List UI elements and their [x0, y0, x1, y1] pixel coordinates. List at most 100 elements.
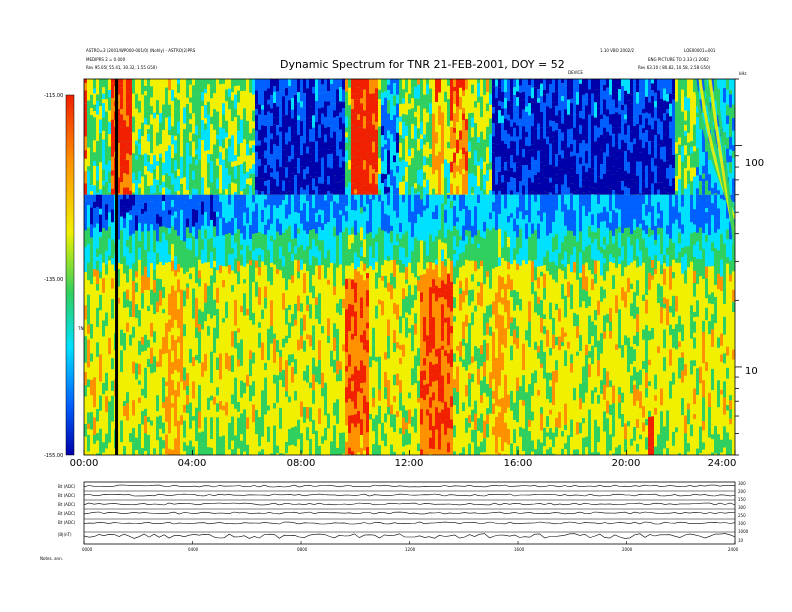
- spectrum-cell: [240, 397, 244, 414]
- spectrum-cell: [285, 132, 289, 145]
- spectrum-cell: [402, 103, 406, 115]
- spectrum-cell: [474, 290, 478, 298]
- spectrum-cell: [408, 134, 412, 150]
- spectrum-cell: [102, 99, 106, 104]
- spectrum-cell: [237, 248, 241, 262]
- spectrum-cell: [126, 103, 130, 116]
- spectrum-cell: [423, 123, 427, 135]
- spectrum-cell: [405, 422, 409, 430]
- spectrum-cell: [171, 374, 175, 381]
- spectrum-cell: [189, 150, 193, 156]
- spectrum-cell: [141, 448, 145, 455]
- spectrum-cell: [144, 194, 148, 203]
- spectrum-cell: [264, 362, 268, 371]
- spectrum-cell: [216, 211, 220, 217]
- spectrum-cell: [354, 210, 358, 221]
- spectrum-cell: [390, 125, 394, 135]
- spectrum-cell: [267, 213, 271, 220]
- spectrum-cell: [414, 183, 418, 189]
- spectrum-cell: [189, 378, 193, 393]
- spectrum-cell: [324, 134, 328, 143]
- spectrum-cell: [237, 304, 241, 319]
- spectrum-cell: [366, 391, 370, 398]
- spectrum-cell: [483, 392, 487, 405]
- spectrum-cell: [153, 314, 157, 326]
- spectrum-cell: [444, 434, 448, 449]
- spectrum-cell: [267, 141, 271, 149]
- spectrum-cell: [189, 102, 193, 114]
- spectrum-cell: [375, 246, 379, 258]
- spectrum-cell: [420, 126, 424, 135]
- spectrum-cell: [261, 222, 265, 234]
- spectrum-cell: [171, 436, 175, 450]
- spectrum-cell: [483, 313, 487, 319]
- spectrum-cell: [150, 114, 154, 125]
- spectrum-cell: [201, 289, 205, 295]
- spectrum-cell: [345, 227, 349, 237]
- spectrum-cell: [411, 416, 415, 427]
- spectrum-cell: [288, 176, 292, 182]
- spectrum-cell: [183, 390, 187, 405]
- spectrum-cell: [210, 133, 214, 141]
- spectrum-cell: [159, 305, 163, 317]
- spectrum-cell: [288, 141, 292, 157]
- spectrum-cell: [141, 176, 145, 192]
- spectrum-cell: [444, 356, 448, 369]
- spectrum-cell: [174, 191, 178, 195]
- spectrum-cell: [210, 230, 214, 239]
- spectrum-cell: [444, 266, 448, 285]
- spectrum-cell: [147, 84, 151, 97]
- spectrum-cell: [222, 94, 226, 104]
- spectrum-cell: [351, 183, 355, 192]
- spectrum-cell: [240, 217, 244, 234]
- spectrum-cell: [102, 93, 106, 100]
- spectrum-cell: [399, 449, 403, 455]
- spectrum-cell: [477, 243, 481, 249]
- spectrum-cell: [225, 89, 229, 102]
- spectrum-cell: [195, 93, 199, 109]
- spectrum-cell: [234, 258, 238, 274]
- spectrum-cell: [177, 164, 181, 170]
- spectrum-cell: [438, 151, 442, 167]
- spectrum-cell: [465, 396, 469, 409]
- spectrum-cell: [462, 367, 466, 385]
- spectrum-cell: [348, 313, 352, 320]
- spectrum-cell: [225, 189, 229, 195]
- spectrum-cell: [276, 274, 280, 287]
- spectrum-cell: [123, 142, 127, 151]
- spectrum-cell: [285, 441, 289, 454]
- spectrum-cell: [258, 145, 262, 160]
- spectrum-cell: [357, 257, 361, 268]
- spectrum-cell: [429, 273, 433, 288]
- spectrum-cell: [204, 417, 208, 425]
- spectrum-cell: [213, 424, 217, 441]
- spectrum-cell: [321, 333, 325, 343]
- spectrum-cell: [282, 256, 286, 267]
- spectrum-cell: [456, 337, 460, 346]
- spectrum-cell: [336, 182, 340, 195]
- header-right-line1a: 1.10 VBO 2002/2: [600, 48, 635, 53]
- spectrum-cell: [237, 284, 241, 293]
- spectrum-cell: [99, 326, 103, 341]
- spectrum-cell: [369, 183, 373, 194]
- spectrum-cell: [105, 250, 109, 259]
- spectrum-cell: [489, 104, 493, 119]
- spectrum-cell: [453, 451, 457, 455]
- spectrum-cell: [108, 260, 112, 276]
- spectrum-cell: [294, 142, 298, 155]
- spectrum-cell: [342, 381, 346, 390]
- spectrum-cell: [276, 422, 280, 440]
- spectrum-cell: [405, 199, 409, 215]
- spectrum-cell: [147, 193, 151, 195]
- spectrum-cell: [90, 361, 94, 375]
- spectrum-cell: [294, 175, 298, 189]
- spectrum-cell: [462, 194, 466, 210]
- spectrum-cell: [300, 259, 304, 270]
- spectrum-cell: [279, 372, 283, 380]
- spectrum-cell: [462, 411, 466, 424]
- spectrum-cell: [432, 348, 436, 365]
- spectrum-cell: [117, 116, 121, 123]
- spectrum-cell: [261, 125, 265, 141]
- spectrum-cell: [90, 346, 94, 354]
- spectrum-cell: [174, 370, 178, 379]
